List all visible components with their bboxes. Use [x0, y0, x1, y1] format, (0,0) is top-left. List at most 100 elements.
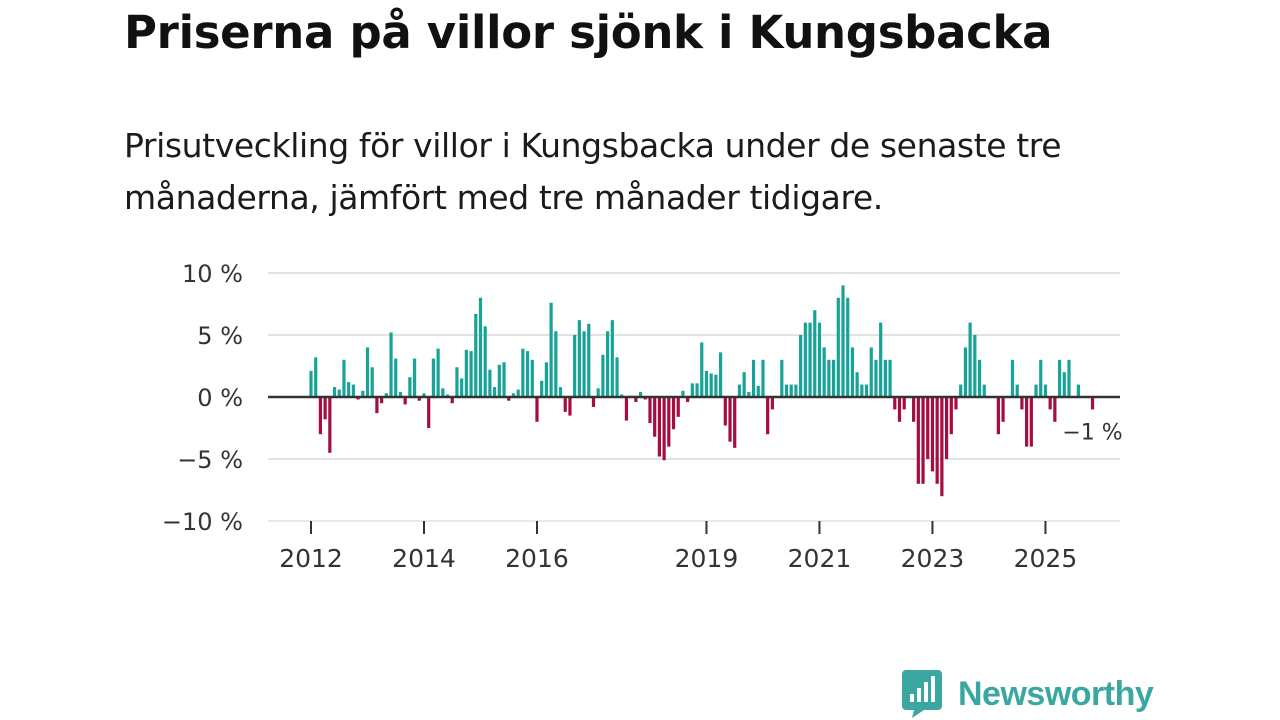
bar [747, 392, 751, 397]
bar [737, 384, 742, 397]
bar [394, 358, 398, 397]
bar [530, 359, 534, 397]
x-tick-label: 2023 [901, 544, 965, 573]
bar [384, 393, 388, 397]
bar [478, 297, 483, 397]
bar [944, 397, 949, 459]
bar [756, 385, 760, 397]
bar [695, 383, 699, 397]
bar [846, 297, 850, 397]
bar [573, 335, 577, 397]
y-tick-label: 10 % [182, 260, 243, 288]
bar [375, 397, 379, 414]
logo-wordmark: Newsworthy [958, 674, 1154, 713]
bar [1025, 397, 1029, 447]
bar [864, 384, 869, 397]
newsworthy-logo: Newsworthy [902, 670, 1154, 718]
bar [690, 383, 694, 397]
bar [700, 342, 704, 397]
bar [638, 392, 643, 397]
bar [897, 397, 902, 422]
x-tick-label: 2016 [505, 544, 569, 573]
bar [954, 397, 958, 410]
bar [996, 397, 1000, 435]
bar [1062, 372, 1066, 397]
bar [342, 359, 346, 397]
bar [493, 387, 497, 397]
bar [874, 359, 878, 397]
bar [314, 357, 318, 397]
bar [973, 335, 977, 397]
bar [728, 397, 732, 442]
bar [521, 348, 525, 397]
chart-bubble-icon [902, 670, 942, 718]
bar [1034, 384, 1038, 397]
bar [723, 397, 727, 426]
bar [893, 397, 897, 410]
bar [422, 393, 426, 397]
y-axis-ticks: 10 % 5 % 0 % −5 % −10 % [162, 260, 243, 536]
bar [606, 331, 610, 397]
bar [412, 358, 417, 397]
bar [1020, 397, 1024, 410]
bar [309, 370, 313, 397]
bar [686, 397, 690, 402]
bar [784, 384, 789, 397]
bar [615, 357, 619, 397]
bar [497, 364, 501, 397]
y-tick-label: −10 % [162, 508, 243, 536]
bar [1043, 384, 1048, 397]
bar [888, 359, 892, 397]
bar [841, 285, 845, 397]
bar [860, 384, 864, 397]
bar [982, 384, 986, 397]
bar [813, 310, 817, 397]
bar [780, 359, 784, 397]
bar [568, 397, 572, 416]
bar [483, 326, 487, 397]
bar [431, 358, 436, 397]
bar [1067, 359, 1071, 397]
x-tick-label: 2021 [788, 544, 852, 573]
bar [770, 397, 774, 410]
bar [742, 372, 746, 397]
bar [817, 322, 822, 397]
bar [582, 331, 586, 397]
bar [511, 393, 516, 397]
bar [380, 397, 384, 404]
bar [464, 349, 468, 397]
bar [318, 397, 323, 435]
bar [648, 397, 652, 424]
bar [855, 372, 859, 397]
bar [634, 397, 638, 402]
bar [441, 388, 445, 397]
bar [1010, 359, 1015, 397]
bar [883, 359, 887, 397]
bar [653, 397, 657, 437]
last-value-label: −1 % [1062, 420, 1122, 445]
bars [309, 285, 1095, 497]
bar [488, 369, 492, 397]
bar [930, 397, 935, 472]
bar [323, 397, 327, 420]
bar [370, 367, 374, 397]
bar [1057, 359, 1062, 397]
bar [417, 397, 421, 401]
y-tick-label: 0 % [197, 384, 243, 412]
bar [822, 347, 826, 397]
bar [751, 359, 756, 397]
bar [563, 397, 567, 412]
bar [540, 380, 544, 397]
bar [535, 397, 539, 422]
bar [662, 397, 666, 461]
bar [869, 347, 873, 397]
bar [808, 322, 812, 397]
bar [469, 351, 473, 397]
bar [827, 359, 831, 397]
bar [912, 397, 916, 422]
bar [549, 302, 553, 397]
bar [799, 335, 803, 397]
bar [398, 392, 403, 397]
bar [525, 351, 530, 397]
